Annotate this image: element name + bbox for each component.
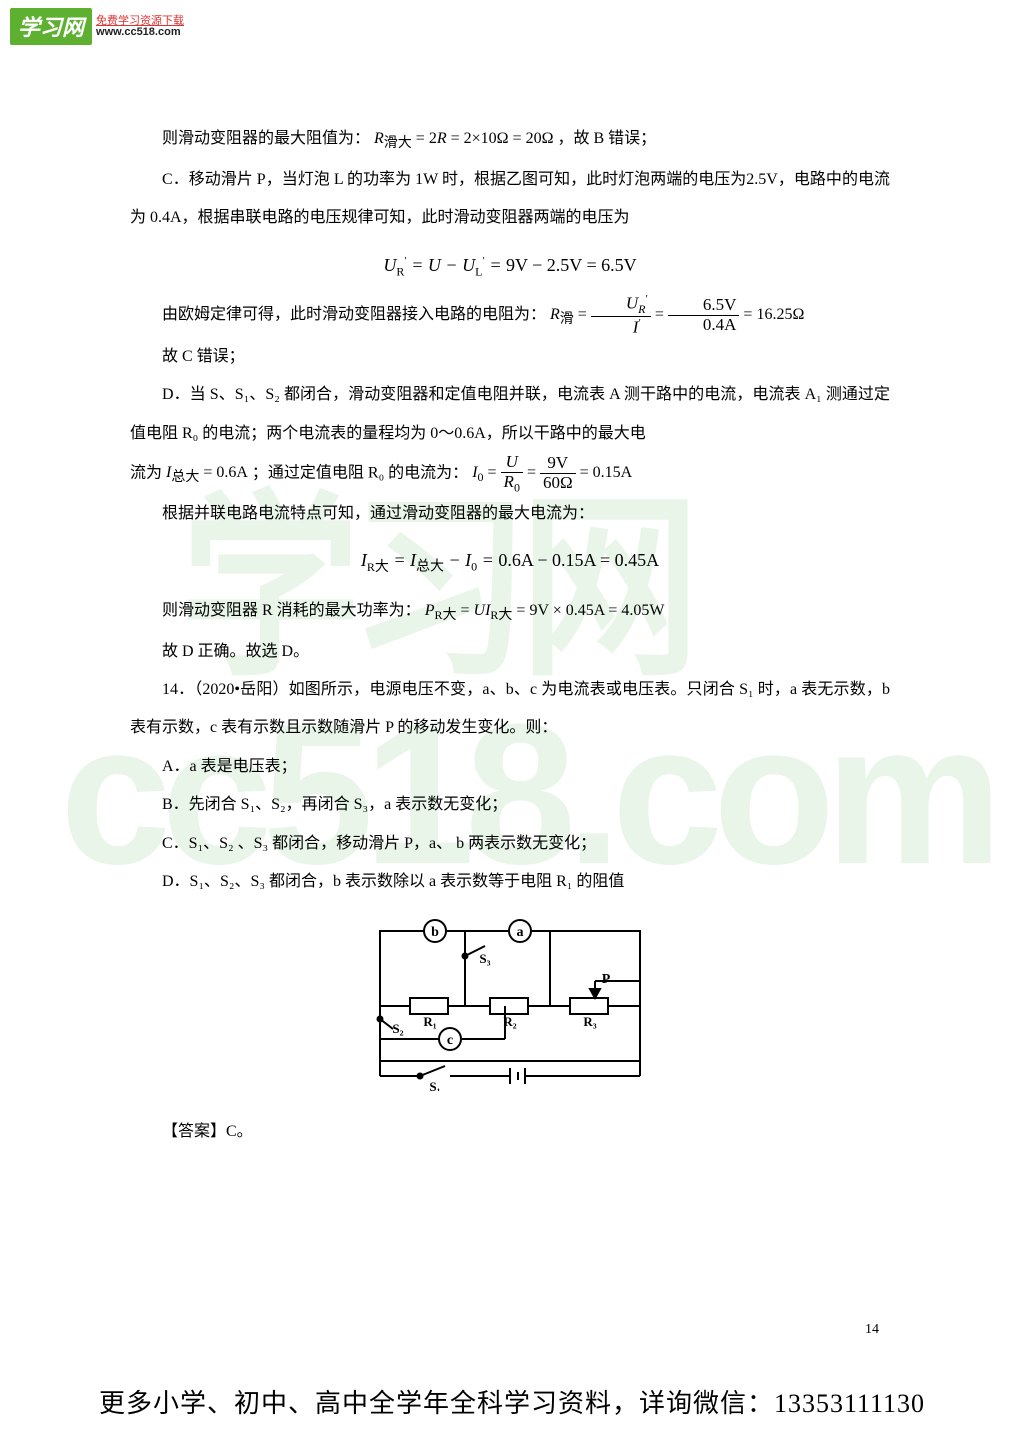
svg-text:P: P [602,972,611,987]
circuit-svg: b a c P R₁ R₂ R₃ S₃ S₂ S₁ [360,911,660,1091]
svg-text:S₂: S₂ [392,1021,403,1036]
svg-text:S₃: S₃ [479,951,490,966]
svg-text:R₁: R₁ [423,1014,436,1029]
para-d: D．当 S、S₁、S₂ 都闭合，滑动变阻器和定值电阻并联，电流表 A 测干路中的… [130,376,890,453]
para-b-conclusion: 则滑动变阻器的最大阻值为： R滑大 = 2R = 2×10Ω = 20Ω ，故 … [130,120,890,161]
svg-text:R₂: R₂ [503,1014,516,1029]
option-b: B．先闭合 S₁、S₂，再闭合 S₃，a 表示数无变化； [130,786,890,824]
logo-brand: 学习网 [10,8,92,45]
para-c-wrong: 故 C 错误； [130,338,890,376]
svg-text:a: a [517,925,524,940]
equation-ur: UR′ = U − UL′ = 9V − 2.5V = 6.5V [130,246,890,286]
circuit-diagram: b a c P R₁ R₂ R₃ S₃ S₂ S₁ [130,911,890,1106]
para-parallel: 根据并联电路电流特点可知，通过滑动变阻器的最大电流为： [130,495,890,533]
answer: 【答案】C。 [130,1113,890,1151]
svg-text:R₃: R₃ [583,1014,596,1029]
logo-tagline: 免费学习资源下载 [96,16,184,27]
para-ohm: 由欧姆定律可得，此时滑动变阻器接入电路的电阻为： R滑 = UR′I′ = 6.… [130,293,890,338]
para-power: 则滑动变阻器 R 消耗的最大功率为： PR大 = UIR大 = 9V × 0.4… [130,592,890,633]
svg-text:S₁: S₁ [429,1079,440,1091]
svg-text:c: c [447,1033,453,1048]
question-14: 14．（2020•岳阳）如图所示，电源电压不变，a、b、c 为电流表或电压表。只… [130,671,890,748]
option-c: C．S₁、S₂ 、S₃ 都闭合，移动滑片 P，a、 b 两表示数无变化； [130,825,890,863]
document-body: 则滑动变阻器的最大阻值为： R滑大 = 2R = 2×10Ω = 20Ω ，故 … [130,120,890,1151]
para-d2: 流为 I总大 = 0.6A ；通过定值电阻 R₀ 的电流为： I0 = UR0 … [130,453,890,495]
option-d: D．S₁、S₂、S₃ 都闭合，b 表示数除以 a 表示数等于电阻 R₁ 的阻值 [130,863,890,901]
para-c: C．移动滑片 P，当灯泡 L 的功率为 1W 时，根据乙图可知，此时灯泡两端的电… [130,161,890,238]
site-logo: 学习网 免费学习资源下载 www.cc518.com [10,8,184,45]
equation-irmax: IR大 = I总大 − I0 = 0.6A − 0.15A = 0.45A [130,541,890,583]
para-d-correct: 故 D 正确。故选 D。 [130,633,890,671]
option-a: A．a 表是电压表； [130,748,890,786]
footer-text: 更多小学、初中、高中全学年全科学习资料，详询微信：13353111130 [0,1383,1024,1420]
svg-text:b: b [431,925,439,940]
logo-url: www.cc518.com [96,27,184,38]
page-number: 14 [865,1322,879,1338]
